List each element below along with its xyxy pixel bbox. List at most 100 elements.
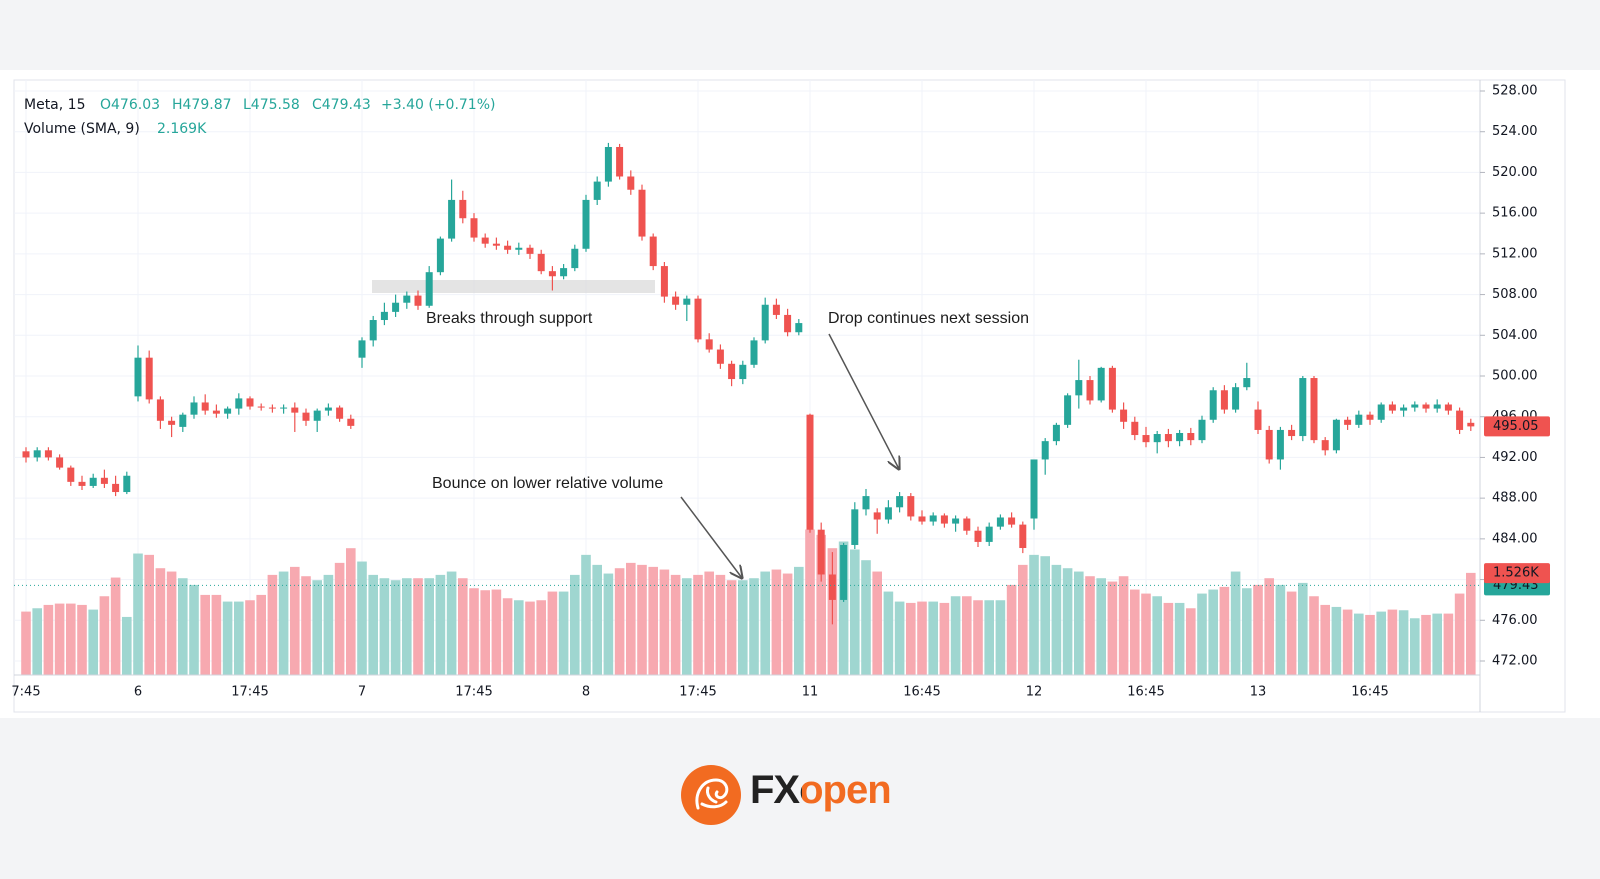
candle-body [112, 483, 120, 493]
volume-bar [1398, 610, 1409, 675]
volume-bar [962, 596, 972, 675]
volume-bar [749, 578, 759, 675]
volume-bar [1298, 582, 1308, 675]
candle-body [459, 199, 467, 219]
volume-bar [1029, 554, 1039, 675]
y-tick-label: 516.00 [1492, 206, 1538, 221]
volume-bar [357, 561, 367, 675]
candle-body [235, 398, 243, 409]
candle-body [1288, 429, 1296, 437]
candle-body [1265, 429, 1273, 460]
candle-body [336, 407, 344, 419]
volume-bar [368, 574, 378, 675]
candle-body [739, 364, 747, 380]
last-price-badge [1484, 416, 1550, 437]
volume-bar [1376, 611, 1386, 675]
volume-bar [861, 560, 871, 675]
candle-layer [22, 142, 1475, 625]
x-tick-label: 16:45 [1351, 685, 1388, 700]
candle-body [851, 509, 859, 545]
volume-bar [346, 548, 356, 675]
volume-bar [1186, 608, 1196, 675]
candle-body [268, 407, 276, 409]
volume-bar [1342, 609, 1353, 675]
candle-body [1433, 404, 1441, 409]
volume-bar [99, 596, 110, 675]
annotation: Bounce on lower relative volume [432, 475, 663, 492]
volume-bar [278, 571, 289, 675]
volume-bar [200, 594, 210, 675]
volume-bar [144, 554, 154, 675]
volume-bar [211, 594, 222, 675]
volume-label: Volume (SMA, 9) [24, 121, 140, 137]
candle-body [1097, 367, 1105, 401]
y-tick-label: 504.00 [1492, 328, 1538, 343]
candle-body [156, 399, 164, 421]
candle-body [212, 410, 220, 414]
candle-body [67, 467, 75, 482]
volume-bar [603, 573, 614, 675]
volume-bar [816, 534, 826, 675]
volume-bar [670, 574, 681, 675]
volume-bar [133, 553, 143, 675]
volume-bar [558, 591, 569, 675]
candle-body [145, 357, 153, 400]
candle-body [660, 266, 668, 297]
y-tick-label: 520.00 [1492, 165, 1538, 180]
volume-bar [301, 576, 311, 675]
candle-body [492, 243, 500, 246]
candle-body [1008, 517, 1016, 525]
candle-body [1064, 395, 1072, 425]
candle-body [884, 507, 892, 520]
y-tick-label: 476.00 [1492, 613, 1538, 628]
volume-bar [547, 591, 558, 675]
candle-body [347, 418, 355, 426]
volume-bar [704, 571, 714, 675]
volume-bar [838, 541, 849, 675]
y-tick-label: 512.00 [1492, 246, 1538, 261]
candle-body [1052, 424, 1060, 442]
candle-body [627, 176, 635, 190]
symbol: Meta, 15 [24, 97, 85, 113]
candle-body [716, 349, 724, 364]
volume-bar [794, 566, 804, 675]
volume-bar [334, 562, 345, 675]
candle-body [761, 304, 769, 341]
candle-body [1332, 419, 1340, 451]
volume-bar [66, 603, 76, 675]
candle-body [302, 412, 310, 421]
volume-bar [715, 574, 726, 675]
high: H479.87 [172, 97, 232, 113]
volume-bar [1309, 596, 1319, 675]
candle-body [1355, 414, 1363, 425]
volume-value: 2.169K [157, 121, 207, 137]
candle-body [179, 414, 187, 427]
candle-body [380, 311, 388, 321]
candle-body [907, 496, 915, 517]
volume-bar [536, 600, 546, 675]
volume-bar [110, 577, 121, 675]
volume-bar [222, 601, 233, 675]
candle-body [1075, 380, 1083, 396]
candle-body [1456, 410, 1464, 430]
volume-bar [1387, 609, 1398, 675]
candle-body [728, 363, 736, 380]
candle-body [403, 295, 411, 303]
y-tick-label: 472.00 [1492, 654, 1538, 669]
candle-body [817, 529, 825, 575]
chart: 472.00476.00480.00484.00488.00492.00496.… [11, 79, 1566, 713]
volume-bar [581, 554, 591, 675]
candle-body [974, 530, 982, 542]
candle-body [470, 218, 478, 238]
candle-body [873, 512, 881, 520]
candle-body [1366, 414, 1374, 420]
y-tick-label: 492.00 [1492, 450, 1538, 465]
candle-body [862, 496, 870, 510]
candle-body [918, 516, 926, 522]
volume-bar [1275, 584, 1286, 675]
candle-body [134, 357, 142, 397]
volume-bar [614, 568, 625, 675]
candle-body [1444, 404, 1452, 411]
candle-body [1299, 378, 1307, 437]
